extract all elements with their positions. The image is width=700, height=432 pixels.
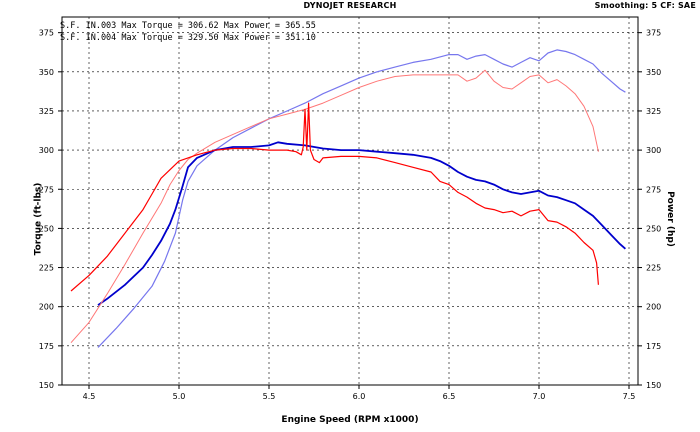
- x-tick-label: 7.5: [623, 392, 636, 401]
- y-tick-label-left: 375: [39, 29, 54, 38]
- plot-frame: [61, 16, 639, 386]
- x-tick-label: 5.0: [173, 392, 186, 401]
- run-2-summary: S.F. IN.004 Max Torque = 329.50 Max Powe…: [60, 33, 316, 43]
- y-tick-label-right: 350: [646, 68, 661, 77]
- y-tick-label-left: 275: [39, 185, 54, 194]
- y-tick-label-right: 200: [646, 303, 661, 312]
- y-axis-right-title: Power (hp): [665, 191, 676, 247]
- y-tick-label-left: 250: [39, 224, 54, 233]
- series-line-3: [70, 69, 599, 344]
- y-tick-label-right: 175: [646, 342, 661, 351]
- y-tick-label-left: 300: [39, 146, 54, 155]
- series-line-4: [70, 102, 599, 292]
- y-tick-label-right: 275: [646, 185, 661, 194]
- y-axis-left-title: Torque (ft-lbs): [33, 182, 44, 256]
- y-tick-label-left: 150: [39, 381, 54, 390]
- y-tick-label-right: 325: [646, 107, 661, 116]
- smoothing-cf-info: Smoothing: 5 CF: SAE: [594, 1, 696, 10]
- x-tick-label: 6.5: [443, 392, 456, 401]
- x-tick-label: 5.5: [263, 392, 276, 401]
- x-axis-title: Engine Speed (RPM x1000): [281, 415, 419, 425]
- y-tick-label-right: 225: [646, 264, 661, 273]
- chart-title: DYNOJET RESEARCH: [303, 1, 397, 10]
- y-tick-label-left: 200: [39, 303, 54, 312]
- y-tick-label-right: 150: [646, 381, 661, 390]
- series-line-1: [97, 49, 626, 348]
- x-tick-label: 4.5: [83, 392, 96, 401]
- y-tick-label-right: 300: [646, 146, 661, 155]
- y-tick-label-left: 225: [39, 264, 54, 273]
- x-tick-label: 7.0: [533, 392, 546, 401]
- y-tick-label-left: 175: [39, 342, 54, 351]
- series-line-2: [97, 141, 626, 306]
- y-tick-label-right: 375: [646, 29, 661, 38]
- y-tick-label-right: 250: [646, 224, 661, 233]
- x-tick-label: 6.0: [353, 392, 366, 401]
- run-1-summary: S.F. IN.003 Max Torque = 306.62 Max Powe…: [60, 21, 316, 31]
- y-tick-label-left: 350: [39, 68, 54, 77]
- y-tick-label-left: 325: [39, 107, 54, 116]
